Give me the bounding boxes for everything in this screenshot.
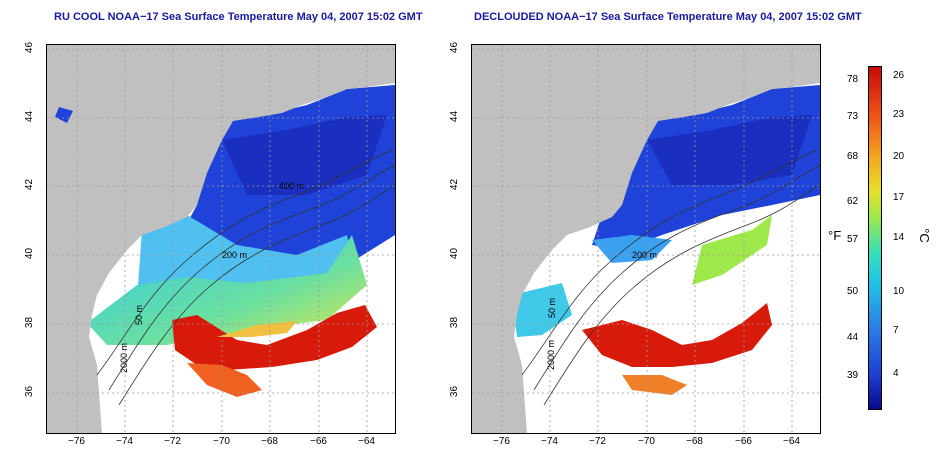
lon-tick-label: −70 bbox=[213, 436, 230, 447]
celsius-tick: 17 bbox=[893, 192, 905, 203]
depth-contour bbox=[521, 149, 818, 376]
contour-label: 200 m bbox=[222, 250, 248, 260]
slope-water-region bbox=[592, 235, 672, 263]
lon-tick-label: −66 bbox=[310, 436, 327, 447]
celsius-tick: 23 bbox=[893, 109, 905, 120]
shelf-water-region bbox=[87, 235, 367, 345]
lon-tick-label: −74 bbox=[116, 436, 133, 447]
fahrenheit-tick: 57 bbox=[847, 234, 859, 245]
celsius-unit-label: °C bbox=[916, 228, 932, 243]
shelf-water-region bbox=[512, 283, 572, 337]
warm-eddy-region bbox=[187, 363, 262, 397]
celsius-tick: 10 bbox=[893, 286, 905, 297]
lat-tick-label: 46 bbox=[24, 41, 36, 54]
celsius-tick: 7 bbox=[893, 325, 899, 336]
temperature-colorbar bbox=[868, 66, 882, 410]
right-sst-map: 200 m 50 m 2000 m bbox=[471, 44, 821, 434]
warm-eddy-region bbox=[622, 375, 687, 395]
map-grid bbox=[472, 45, 820, 433]
fahrenheit-tick: 50 bbox=[847, 286, 859, 297]
lat-tick-label: 44 bbox=[24, 110, 36, 123]
lon-tick-label: −72 bbox=[164, 436, 181, 447]
lon-tick-label: −64 bbox=[783, 436, 800, 447]
lat-tick-label: 42 bbox=[449, 178, 461, 191]
fahrenheit-tick: 78 bbox=[847, 74, 859, 85]
lon-tick-label: −76 bbox=[68, 436, 85, 447]
lat-tick-label: 46 bbox=[449, 41, 461, 54]
celsius-tick: 14 bbox=[893, 232, 905, 243]
lon-tick-label: −68 bbox=[261, 436, 278, 447]
celsius-tick: 4 bbox=[893, 368, 899, 379]
gulf-of-maine-region bbox=[647, 115, 812, 185]
depth-contour bbox=[533, 164, 820, 391]
lon-tick-label: −70 bbox=[638, 436, 655, 447]
land-mass bbox=[47, 45, 395, 433]
lon-tick-label: −74 bbox=[541, 436, 558, 447]
fahrenheit-tick: 62 bbox=[847, 196, 859, 207]
lat-tick-label: 42 bbox=[24, 178, 36, 191]
fahrenheit-unit-label: °F bbox=[828, 228, 842, 243]
gulf-of-maine-region bbox=[222, 115, 387, 195]
right-map-title: DECLOUDED NOAA−17 Sea Surface Temperatur… bbox=[474, 11, 862, 23]
fahrenheit-tick: 39 bbox=[847, 370, 859, 381]
land-mass bbox=[472, 45, 820, 433]
lat-tick-label: 40 bbox=[449, 247, 461, 260]
lat-tick-label: 40 bbox=[24, 247, 36, 260]
contour-label: 2000 m bbox=[119, 342, 130, 374]
lat-tick-label: 38 bbox=[449, 316, 461, 329]
contour-label: 400 m bbox=[279, 181, 305, 191]
celsius-tick: 20 bbox=[893, 151, 905, 162]
depth-contour bbox=[118, 184, 395, 406]
shelf-water-region bbox=[692, 215, 772, 285]
contour-label: 50 m bbox=[134, 304, 145, 326]
contour-label: 200 m bbox=[632, 250, 658, 260]
contour-label: 2000 m bbox=[546, 339, 557, 371]
fahrenheit-tick: 73 bbox=[847, 111, 859, 122]
depth-contour bbox=[96, 149, 393, 376]
depth-contour bbox=[543, 184, 820, 406]
left-sst-map: 400 m 200 m 50 m 2000 m bbox=[46, 44, 396, 434]
contour-label: 50 m bbox=[547, 297, 558, 319]
lat-tick-label: 38 bbox=[24, 316, 36, 329]
map-grid bbox=[47, 45, 395, 433]
celsius-tick: 26 bbox=[893, 70, 905, 81]
fahrenheit-tick: 68 bbox=[847, 151, 859, 162]
left-map-title: RU COOL NOAA−17 Sea Surface Temperature … bbox=[54, 11, 423, 23]
lat-tick-label: 36 bbox=[449, 385, 461, 398]
lon-tick-label: −76 bbox=[493, 436, 510, 447]
gulf-stream-region bbox=[172, 305, 377, 370]
lat-tick-label: 36 bbox=[24, 385, 36, 398]
fahrenheit-tick: 44 bbox=[847, 332, 859, 343]
lon-tick-label: −72 bbox=[589, 436, 606, 447]
lon-tick-label: −66 bbox=[735, 436, 752, 447]
lon-tick-label: −64 bbox=[358, 436, 375, 447]
gulf-stream-region bbox=[582, 303, 772, 367]
lon-tick-label: −68 bbox=[686, 436, 703, 447]
depth-contour bbox=[108, 164, 395, 391]
lat-tick-label: 44 bbox=[449, 110, 461, 123]
cool-filament bbox=[217, 321, 297, 337]
